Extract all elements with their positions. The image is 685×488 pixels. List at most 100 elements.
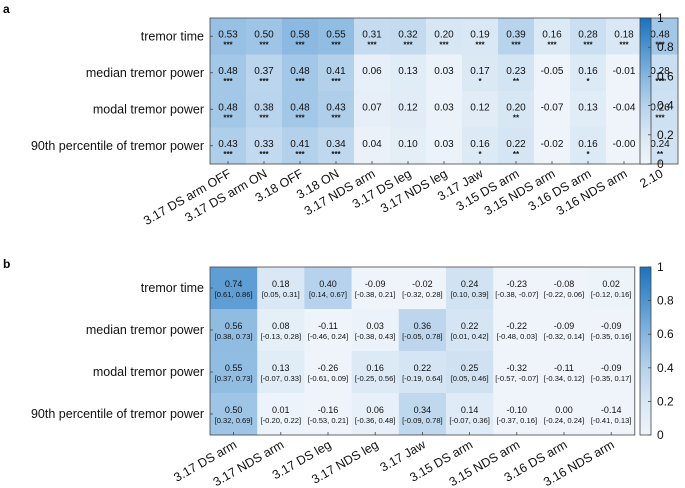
heatmap-cell: [446, 267, 494, 310]
heatmap-cell: [498, 127, 535, 165]
cell-value-label: 0.04: [362, 139, 382, 150]
colorbar-tick-label: 0.4: [657, 99, 674, 113]
heatmap-cell: [498, 54, 535, 92]
cell-value-label: 0.08: [272, 321, 290, 331]
heatmap-cell: [446, 393, 494, 436]
cell-value-label: 0.31: [362, 29, 382, 40]
cell-value-label: 0.32: [398, 29, 418, 40]
heatmap-cell: [534, 54, 571, 92]
cell-value-label: 0.19: [470, 29, 490, 40]
confidence-interval-label: [-0.12, 0.16]: [591, 290, 632, 299]
heatmap-cell: [426, 127, 463, 165]
significance-stars: ***: [295, 150, 305, 159]
heatmap-cell: [210, 91, 247, 128]
cell-value-label: -0.11: [554, 363, 574, 373]
heatmap-cell: [210, 127, 247, 165]
heatmap-cell: [390, 54, 427, 92]
heatmap-cell: [398, 267, 447, 310]
cell-value-label: -0.09: [554, 321, 575, 331]
cell-value-label: -0.23: [507, 279, 528, 289]
cell-value-label: 0.48: [650, 29, 670, 40]
significance-stars: ***: [331, 77, 341, 86]
heatmap-cell: [462, 127, 499, 165]
cell-value-label: 0.03: [434, 139, 454, 150]
cell-value-label: 0.38: [254, 102, 274, 113]
heatmap-cell: [540, 351, 588, 394]
heatmap-cell: [304, 309, 352, 352]
row-label: median tremor power: [86, 323, 204, 337]
significance-stars: ***: [259, 150, 269, 159]
colorbar-tick-label: 0.4: [657, 361, 674, 375]
row-label: modal tremor power: [93, 102, 204, 116]
cell-value-label: 0.10: [398, 139, 418, 150]
heatmap-cell: [354, 18, 391, 55]
significance-stars: ***: [223, 150, 233, 159]
heatmap-cell: [462, 18, 499, 55]
heatmap-cell: [398, 309, 447, 352]
heatmap-cell: [257, 309, 305, 352]
row-label: modal tremor power: [93, 365, 204, 379]
cell-value-label: 0.74: [225, 279, 243, 289]
significance-stars: ***: [511, 40, 521, 49]
heatmap-cell: [534, 18, 571, 55]
cell-value-label: 0.28: [650, 66, 670, 77]
cell-value-label: -0.14: [601, 405, 622, 415]
heatmap-cell: [390, 127, 427, 165]
heatmap-cell: [570, 91, 607, 128]
cell-value-label: -0.04: [613, 102, 636, 113]
cell-value-label: 0.55: [225, 363, 243, 373]
confidence-interval-label: [-0.38, 0.21]: [355, 290, 396, 299]
cell-value-label: 0.48: [290, 66, 310, 77]
confidence-interval-label: [-0.35, 0.16]: [591, 332, 632, 341]
heatmap-cell: [282, 127, 319, 165]
cell-value-label: 0.40: [319, 279, 337, 289]
heatmap-a: 0.53***0.50***0.58***0.55***0.31***0.32*…: [31, 11, 679, 228]
significance-stars: ***: [223, 40, 233, 49]
heatmap-cell: [354, 127, 391, 165]
heatmap-cell: [587, 393, 636, 436]
significance-stars: **: [513, 77, 520, 86]
panel-b-label: b: [3, 257, 10, 271]
confidence-interval-label: [-0.24, 0.24]: [544, 416, 585, 425]
heatmap-cell: [257, 267, 305, 310]
cell-value-label: 0.12: [470, 102, 490, 113]
confidence-interval-label: [-0.61, 0.09]: [308, 374, 349, 383]
significance-stars: ***: [367, 40, 377, 49]
heatmap-cell: [570, 18, 607, 55]
significance-stars: ***: [331, 113, 341, 122]
cell-value-label: 0.58: [290, 29, 310, 40]
significance-stars: *: [586, 77, 590, 86]
heatmap-cell: [210, 309, 258, 352]
heatmap-cell: [426, 54, 463, 92]
confidence-interval-label: [-0.37, 0.16]: [497, 416, 538, 425]
cell-value-label: 0.39: [506, 29, 526, 40]
significance-stars: ***: [475, 40, 485, 49]
cell-value-label: 0.13: [578, 102, 598, 113]
significance-stars: ***: [259, 113, 269, 122]
heatmap-cell: [398, 393, 447, 436]
colorbar-tick-label: 1: [657, 11, 664, 25]
cell-value-label: 0.48: [218, 66, 238, 77]
heatmap-cell: [540, 393, 588, 436]
cell-value-label: 0.43: [218, 139, 238, 150]
heatmap-cell: [426, 91, 463, 128]
heatmap-cell: [606, 18, 643, 55]
heatmap-cell: [282, 91, 319, 128]
colorbar: [639, 266, 652, 436]
cell-value-label: -0.26: [318, 363, 339, 373]
cell-value-label: 0.24: [461, 279, 479, 289]
confidence-interval-label: [-0.34, 0.12]: [544, 374, 585, 383]
colorbar-tick-label: 0.8: [657, 294, 674, 308]
heatmap-cell: [282, 18, 319, 55]
confidence-interval-label: [-0.48, 0.03]: [497, 332, 538, 341]
heatmap-cell: [318, 54, 355, 92]
cell-value-label: 0.37: [254, 66, 274, 77]
cell-value-label: -0.09: [601, 321, 622, 331]
significance-stars: ***: [223, 77, 233, 86]
cell-value-label: 0.22: [506, 139, 526, 150]
heatmap-cell: [246, 127, 283, 165]
significance-stars: ***: [259, 40, 269, 49]
cell-value-label: 0.25: [461, 363, 479, 373]
confidence-interval-label: [-0.07, 0.33]: [261, 374, 302, 383]
significance-stars: **: [513, 113, 520, 122]
